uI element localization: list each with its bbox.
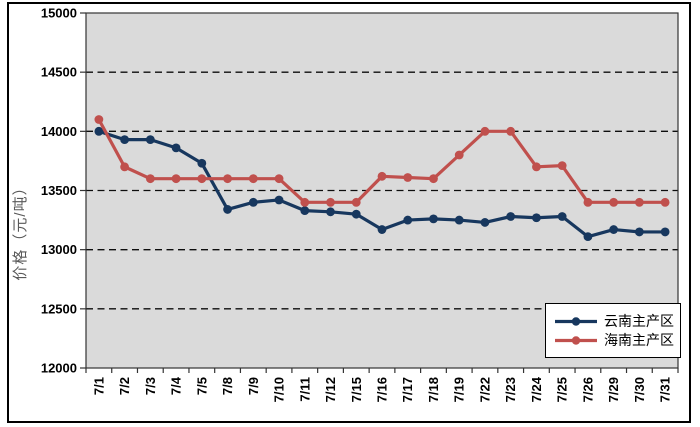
- series-hainan-point: [197, 174, 207, 184]
- x-tick-label: 7/1: [91, 377, 106, 395]
- series-hainan-point: [326, 197, 335, 207]
- x-tick-label: 7/22: [477, 377, 492, 402]
- y-tick-label: 15000: [41, 6, 77, 21]
- series-yunnan-point: [429, 214, 438, 224]
- series-yunnan-point: [197, 158, 207, 168]
- x-tick-label: 7/3: [143, 377, 158, 395]
- x-tick-label: 7/12: [323, 377, 338, 402]
- series-hainan-point: [429, 174, 438, 184]
- series-yunnan-point: [248, 197, 258, 207]
- series-hainan-point: [145, 174, 155, 184]
- series-yunnan-point: [94, 126, 104, 136]
- x-tick-label: 7/17: [400, 377, 415, 402]
- x-tick-label: 7/10: [272, 377, 287, 402]
- x-tick-label: 7/11: [297, 377, 312, 402]
- series-yunnan-point: [609, 225, 619, 234]
- x-tick-label: 7/8: [220, 377, 235, 395]
- x-tick-label: 7/23: [503, 377, 518, 402]
- series-yunnan-point: [300, 206, 310, 216]
- series-yunnan-point: [145, 135, 155, 145]
- yunnan-series-swatch: [555, 316, 597, 326]
- series-hainan-point: [351, 197, 361, 207]
- x-tick-label: 7/5: [194, 377, 209, 395]
- series-yunnan-point: [660, 227, 670, 237]
- series-hainan-point: [403, 173, 413, 182]
- series-hainan-point: [120, 162, 130, 172]
- x-tick-label: 7/15: [349, 377, 364, 402]
- series-hainan-point: [171, 174, 181, 184]
- series-hainan-point: [609, 197, 619, 207]
- legend-marker-icon: [571, 335, 581, 345]
- series-hainan-point: [506, 126, 516, 136]
- legend-label-hainan: 海南主产区: [604, 332, 674, 348]
- series-yunnan-point: [171, 143, 181, 153]
- series-hainan-point: [480, 126, 490, 136]
- y-tick-label: 14500: [41, 65, 77, 80]
- series-yunnan-point: [506, 212, 516, 221]
- series-yunnan-point: [326, 207, 335, 217]
- series-yunnan-point: [351, 209, 361, 219]
- x-tick-label: 7/2: [117, 377, 132, 395]
- series-yunnan-point: [634, 227, 644, 237]
- x-tick-label: 7/16: [375, 377, 390, 402]
- x-tick-label: 7/18: [426, 377, 441, 402]
- series-hainan-point: [300, 197, 310, 207]
- series-hainan-point: [532, 162, 541, 172]
- y-tick-label: 13500: [41, 183, 77, 198]
- legend-marker-icon: [571, 316, 581, 326]
- x-tick-label: 7/30: [632, 377, 647, 402]
- legend-item-hainan: 海南主产区: [554, 333, 680, 347]
- x-tick-label: 7/31: [658, 377, 673, 402]
- x-tick-label: 7/29: [606, 377, 621, 402]
- series-hainan-point: [634, 197, 644, 207]
- series-hainan-point: [660, 197, 670, 207]
- x-tick-label: 7/26: [580, 377, 595, 402]
- series-yunnan-point: [403, 215, 413, 225]
- series-yunnan-point: [557, 212, 567, 221]
- series-yunnan-point: [120, 135, 130, 145]
- x-tick-label: 7/25: [555, 377, 570, 402]
- series-hainan-point: [557, 161, 567, 171]
- series-yunnan-point: [274, 195, 284, 205]
- legend: 云南主产区 海南主产区: [545, 303, 681, 358]
- series-hainan-point: [583, 197, 593, 207]
- x-tick-label: 7/19: [452, 377, 467, 402]
- x-tick-label: 7/24: [529, 376, 544, 402]
- y-tick-label: 12500: [41, 301, 77, 316]
- series-yunnan-point: [454, 215, 464, 225]
- series-hainan-point: [248, 174, 258, 184]
- y-tick-label: 13000: [41, 242, 77, 257]
- series-hainan-point: [454, 150, 464, 160]
- y-axis-title: 价格（元/吨）: [12, 179, 29, 281]
- series-yunnan-point: [377, 225, 387, 234]
- y-tick-label: 14000: [41, 124, 77, 139]
- legend-label-yunnan: 云南主产区: [604, 313, 674, 329]
- series-hainan-point: [377, 171, 387, 181]
- x-tick-label: 7/9: [246, 377, 261, 395]
- series-hainan-point: [223, 174, 232, 184]
- series-yunnan-point: [223, 205, 232, 214]
- legend-item-yunnan: 云南主产区: [554, 314, 680, 328]
- series-yunnan-point: [480, 218, 490, 227]
- x-tick-label: 7/4: [169, 376, 184, 395]
- series-hainan-point: [94, 115, 104, 124]
- y-tick-label: 12000: [41, 361, 77, 376]
- series-yunnan-point: [532, 213, 541, 223]
- series-yunnan-point: [583, 232, 593, 242]
- series-hainan-point: [274, 174, 284, 184]
- hainan-series-swatch: [555, 335, 597, 345]
